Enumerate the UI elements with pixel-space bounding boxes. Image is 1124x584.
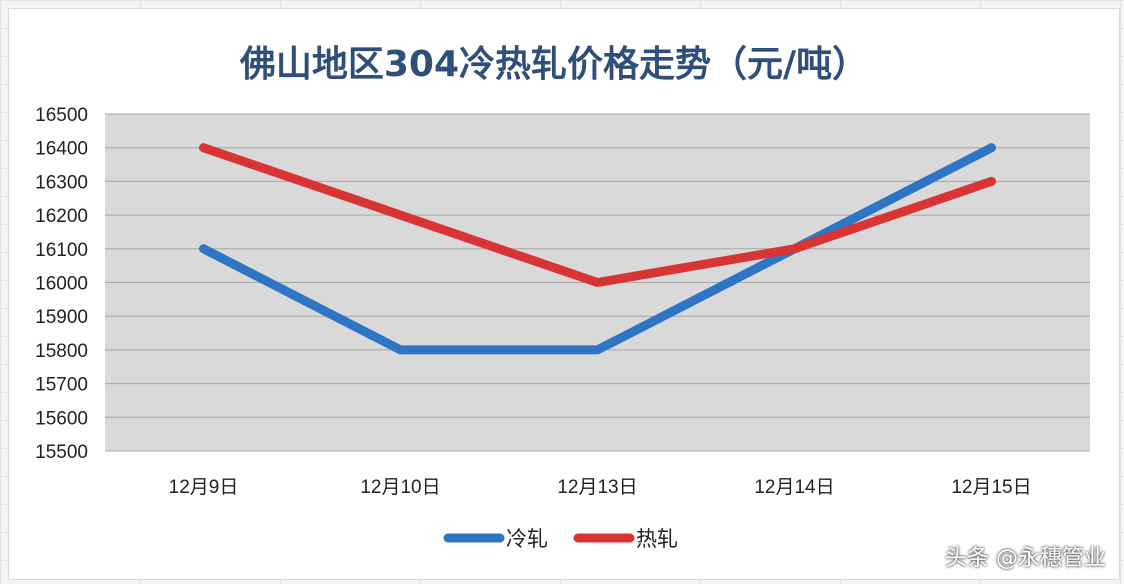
y-tick-label: 16300 [35, 172, 88, 193]
y-tick-label: 15500 [35, 442, 88, 463]
x-tick-label: 12月15日 [951, 477, 1031, 498]
gridlines [105, 113, 1090, 452]
y-tick-label: 16000 [35, 274, 88, 295]
x-axis-labels: 12月9日 12月10日 12月13日 12月14日 12月15日 [169, 477, 1032, 498]
y-tick-label: 15900 [35, 307, 88, 328]
legend-label: 冷轧 [506, 527, 548, 551]
x-tick-label: 12月10日 [360, 477, 440, 498]
y-axis-labels: 16500 16400 16300 16200 16100 16000 15900 15800… [35, 105, 88, 463]
legend: 冷轧 热轧 [443, 527, 678, 551]
legend-label: 热轧 [636, 527, 678, 551]
y-tick-label: 15700 [35, 375, 88, 396]
series-line-2 [199, 143, 996, 287]
y-tick-label: 16100 [35, 240, 88, 261]
y-tick-label: 15600 [35, 408, 88, 429]
y-tick-label: 16200 [35, 206, 88, 227]
chart-title: 佛山地区304冷热轧价格走势（元/吨） [239, 44, 868, 85]
y-tick-label: 16400 [35, 139, 88, 160]
series-lines [199, 143, 996, 355]
series-line-1 [199, 143, 996, 355]
watermark: 头条 @永穗管业 [945, 546, 1106, 571]
x-tick-label: 12月14日 [754, 477, 834, 498]
x-tick-label: 12月13日 [557, 477, 637, 498]
y-tick-label: 16500 [35, 105, 88, 126]
y-tick-label: 15800 [35, 341, 88, 362]
x-tick-label: 12月9日 [169, 477, 239, 498]
